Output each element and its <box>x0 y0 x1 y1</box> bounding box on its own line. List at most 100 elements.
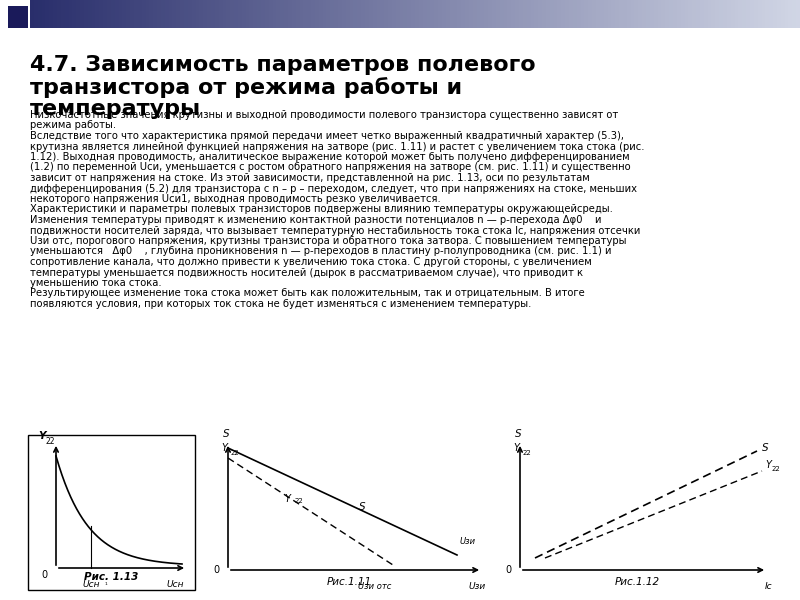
Bar <box>789 0 794 28</box>
Bar <box>696 0 701 28</box>
Bar <box>511 0 516 28</box>
Bar <box>296 0 301 28</box>
Bar <box>758 0 762 28</box>
Bar <box>730 0 735 28</box>
Bar <box>770 0 774 28</box>
Bar <box>30 0 35 28</box>
Bar <box>607 0 612 28</box>
Bar <box>584 0 590 28</box>
Bar <box>154 0 158 28</box>
Bar <box>361 0 366 28</box>
Bar <box>230 0 235 28</box>
Bar <box>488 0 493 28</box>
Text: Y: Y <box>513 443 519 453</box>
Text: S: S <box>222 429 230 439</box>
Bar <box>792 0 797 28</box>
Bar <box>42 0 46 28</box>
Bar <box>114 0 119 28</box>
Bar <box>450 0 454 28</box>
Bar <box>638 0 643 28</box>
Bar <box>438 0 443 28</box>
Bar <box>76 0 81 28</box>
Bar <box>322 0 327 28</box>
Bar <box>130 0 135 28</box>
Bar <box>465 0 470 28</box>
Bar <box>34 0 38 28</box>
Bar <box>257 0 262 28</box>
Text: Изменения температуры приводят к изменению контактной разности потенциалов n — р: Изменения температуры приводят к изменен… <box>30 215 602 225</box>
Bar <box>719 0 724 28</box>
Bar <box>704 0 709 28</box>
Bar <box>142 0 146 28</box>
Bar <box>254 0 258 28</box>
Bar <box>134 0 139 28</box>
Bar <box>577 0 582 28</box>
Bar <box>157 0 162 28</box>
Bar <box>407 0 412 28</box>
Bar <box>738 0 743 28</box>
Bar <box>662 0 666 28</box>
Text: 0: 0 <box>214 565 220 575</box>
Bar <box>681 0 686 28</box>
Bar <box>214 0 220 28</box>
Bar <box>677 0 682 28</box>
Bar <box>777 0 782 28</box>
Bar <box>646 0 651 28</box>
Bar <box>211 0 216 28</box>
Bar <box>199 0 204 28</box>
Bar <box>369 0 374 28</box>
Text: подвижности носителей заряда, что вызывает температурную нестабильность тока сто: подвижности носителей заряда, что вызыва… <box>30 226 640 235</box>
Text: Y: Y <box>38 431 46 441</box>
Bar <box>299 0 304 28</box>
Bar <box>238 0 242 28</box>
Bar <box>734 0 739 28</box>
Bar <box>666 0 670 28</box>
Bar <box>623 0 628 28</box>
Bar <box>292 0 297 28</box>
Text: некоторого напряжения Uси1, выходная проводимость резко увеличивается.: некоторого напряжения Uси1, выходная про… <box>30 194 441 204</box>
Bar <box>392 0 397 28</box>
Bar <box>315 0 320 28</box>
Bar <box>634 0 639 28</box>
Bar <box>630 0 635 28</box>
Bar <box>91 0 97 28</box>
Bar <box>150 0 154 28</box>
Bar <box>188 0 193 28</box>
Bar <box>234 0 239 28</box>
Bar <box>222 0 227 28</box>
Bar <box>430 0 435 28</box>
Text: S: S <box>359 502 366 512</box>
Bar <box>558 0 562 28</box>
Bar <box>326 0 331 28</box>
Text: Ic: Ic <box>765 582 773 591</box>
Bar <box>307 0 312 28</box>
Bar <box>619 0 624 28</box>
Bar <box>519 0 524 28</box>
Bar <box>72 0 77 28</box>
Bar <box>569 0 574 28</box>
Bar <box>203 0 208 28</box>
Bar <box>161 0 166 28</box>
Bar <box>261 0 266 28</box>
Text: Результирующее изменение тока стока может быть как положительным, так и отрицате: Результирующее изменение тока стока може… <box>30 289 585 298</box>
Bar <box>69 0 74 28</box>
Bar <box>442 0 446 28</box>
Bar <box>419 0 424 28</box>
Bar <box>46 0 50 28</box>
Text: температуры: температуры <box>30 99 201 119</box>
Text: Uзи отс, порогового напряжения, крутизны транзистора и обратного тока затвора. С: Uзи отс, порогового напряжения, крутизны… <box>30 236 626 246</box>
Bar <box>99 0 104 28</box>
Bar <box>338 0 343 28</box>
Bar <box>346 0 350 28</box>
Text: 22: 22 <box>295 498 304 504</box>
Bar <box>169 0 174 28</box>
Bar <box>458 0 462 28</box>
Bar <box>277 0 282 28</box>
Bar <box>350 0 354 28</box>
Text: 1.12). Выходная проводимость, аналитическое выражение которой может быть получен: 1.12). Выходная проводимость, аналитичес… <box>30 152 630 162</box>
Bar <box>473 0 478 28</box>
Bar <box>311 0 316 28</box>
Bar <box>373 0 378 28</box>
Bar <box>534 0 539 28</box>
Bar <box>384 0 389 28</box>
